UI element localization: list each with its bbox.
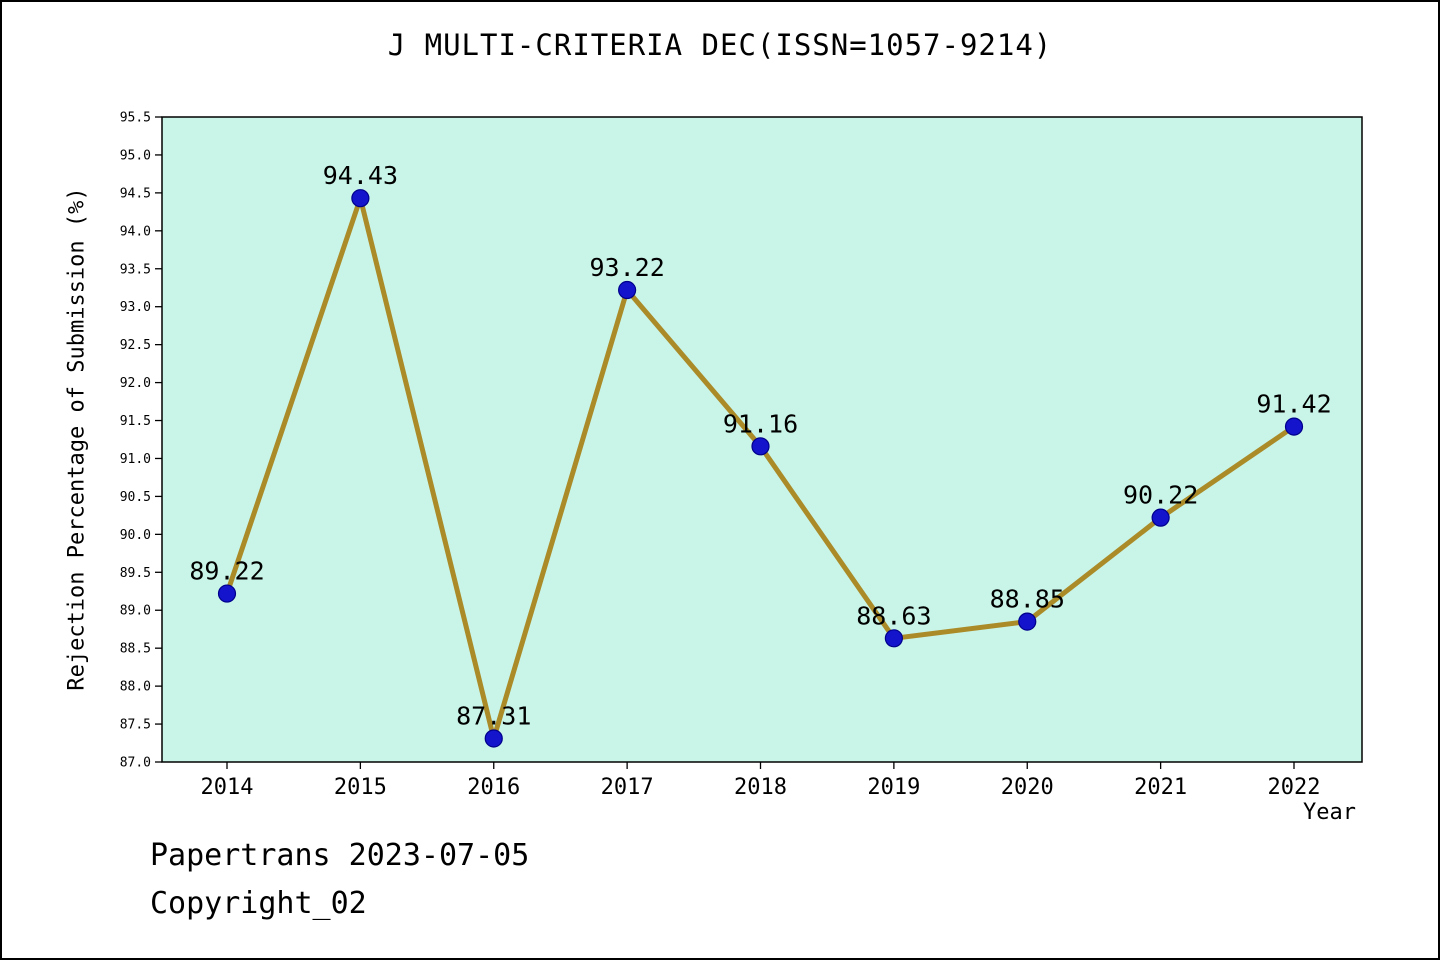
footer-source-date: Papertrans 2023-07-05 [150,838,530,873]
data-point [1151,508,1170,527]
data-point-label: 90.22 [1123,481,1198,510]
data-point [751,437,770,456]
x-tick-label: 2022 [1268,775,1321,800]
y-tick-label: 88.0 [120,680,151,695]
chart-title: J MULTI-CRITERIA DEC(ISSN=1057-9214) [387,28,1053,62]
data-point-label: 91.42 [1256,390,1331,419]
footer-copyright: Copyright_02 [150,886,367,921]
data-point-label: 94.43 [323,161,398,190]
y-tick-label: 89.0 [120,604,151,619]
data-point-label: 87.31 [456,701,531,730]
data-point-label: 89.22 [189,557,264,586]
x-tick-label: 2015 [334,775,387,800]
y-tick-label: 95.0 [120,148,151,163]
x-axis-label: Year [1303,800,1356,825]
x-tick-label: 2016 [467,775,520,800]
y-tick-label: 88.5 [120,642,151,657]
y-tick-label: 90.5 [120,490,151,505]
data-point [1284,417,1304,436]
y-tick-label: 95.5 [120,111,151,126]
data-point-label: 93.22 [589,253,664,282]
y-tick-label: 91.5 [120,414,151,429]
x-tick-label: 2021 [1134,775,1187,800]
data-point [351,189,370,208]
x-tick-label: 2017 [601,775,654,800]
y-tick-label: 90.0 [120,528,151,543]
y-tick-label: 92.5 [120,338,151,353]
data-point-label: 88.85 [990,585,1065,614]
x-tick-label: 2018 [734,775,787,800]
y-tick-label: 87.5 [120,718,151,733]
y-tick-label: 93.0 [120,300,151,315]
data-point [884,629,903,648]
y-tick-label: 89.5 [120,566,151,581]
y-tick-label: 87.0 [120,756,151,771]
data-point [484,729,503,748]
y-tick-label: 94.5 [120,186,151,201]
y-tick-label: 91.0 [120,452,151,467]
x-tick-label: 2019 [867,775,920,800]
y-tick-label: 93.5 [120,262,151,277]
y-tick-label: 94.0 [120,224,151,239]
data-point [1018,612,1037,631]
x-tick-label: 2020 [1001,775,1054,800]
data-point-label: 88.63 [856,601,931,630]
data-point-label: 91.16 [723,409,798,438]
x-tick-label: 2014 [201,775,254,800]
y-tick-label: 92.0 [120,376,151,391]
data-point [217,584,237,603]
data-point [618,280,637,300]
